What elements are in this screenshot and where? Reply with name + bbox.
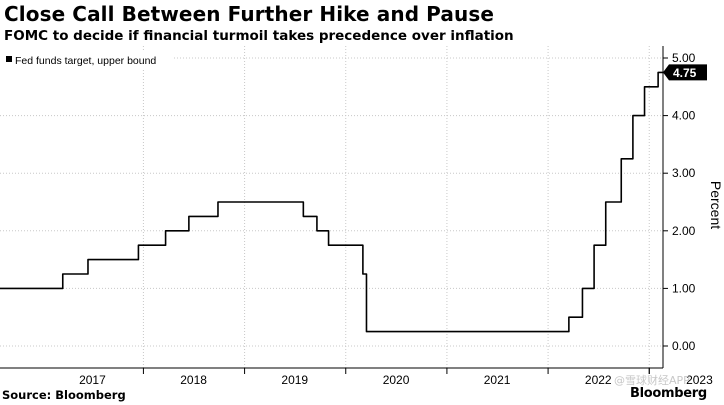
last-value-badge xyxy=(663,64,707,81)
x-tick-label: 2018 xyxy=(180,373,207,387)
source-note: Source: Bloomberg xyxy=(2,388,126,402)
y-tick-label: 3.00 xyxy=(672,166,696,180)
last-value-label: 4.75 xyxy=(673,66,697,80)
y-tick-label: 5.00 xyxy=(672,51,696,65)
y-tick-label: 1.00 xyxy=(672,281,696,295)
y-tick-label: 2.00 xyxy=(672,224,696,238)
legend-label: Fed funds target, upper bound xyxy=(15,55,156,67)
series-line-fed-funds xyxy=(0,71,671,333)
x-tick-label: 2023 xyxy=(686,373,713,387)
x-tick-label: 2022 xyxy=(585,373,612,387)
legend-box xyxy=(0,50,172,70)
x-tick-label: 2021 xyxy=(484,373,511,387)
x-tick-label: 2019 xyxy=(281,373,308,387)
y-axis-label: Percent xyxy=(708,181,724,229)
x-tick-label: 2017 xyxy=(79,373,106,387)
watermark-text: @雪球财经APP xyxy=(614,374,690,387)
brand-logo: Bloomberg xyxy=(630,386,707,401)
x-tick-label: 2020 xyxy=(383,373,410,387)
y-tick-label: 0.00 xyxy=(672,339,696,353)
y-tick-label: 4.00 xyxy=(672,109,696,123)
legend-swatch xyxy=(6,56,12,62)
chart-subtitle: FOMC to decide if financial turmoil take… xyxy=(4,28,514,44)
chart-title: Close Call Between Further Hike and Paus… xyxy=(4,2,495,26)
